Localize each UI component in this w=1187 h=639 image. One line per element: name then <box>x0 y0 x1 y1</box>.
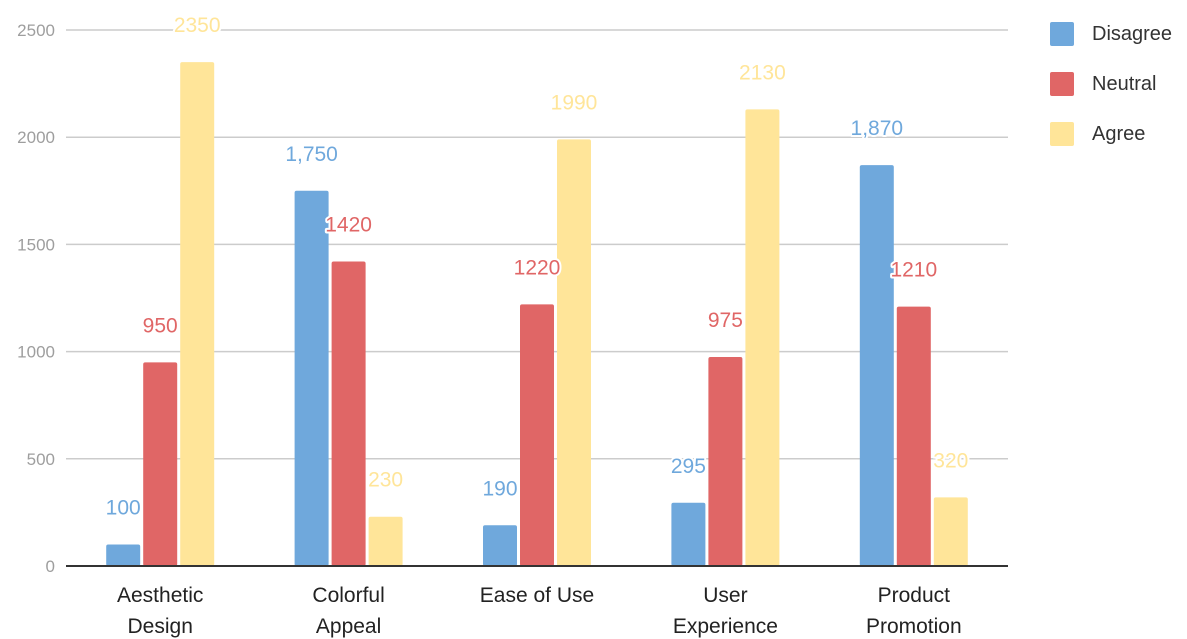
data-label-neutral-3: 975 <box>708 309 743 332</box>
data-label-neutral-1: 1420 <box>325 214 372 237</box>
data-label-agree-2: 1990 <box>551 91 598 114</box>
bar-agree-0 <box>180 62 215 566</box>
data-label-neutral-0: 950 <box>143 314 178 337</box>
bar-neutral-2 <box>520 304 554 566</box>
data-label-agree-4: 320 <box>933 449 968 472</box>
x-category-label: User <box>703 584 747 607</box>
bar-disagree-4 <box>859 165 894 566</box>
bar-neutral-1 <box>331 261 366 566</box>
x-category-label: Product <box>878 584 951 607</box>
data-label-disagree-0: 100 <box>106 497 141 520</box>
bar-agree-1 <box>368 516 403 566</box>
data-label-disagree-4: 1,870 <box>851 117 904 140</box>
data-label-disagree-1: 1,750 <box>285 143 338 166</box>
y-tick-label: 2500 <box>17 21 55 40</box>
y-tick-label: 0 <box>46 557 55 576</box>
data-label-agree-0: 2350 <box>174 14 221 37</box>
bar-disagree-1 <box>294 190 329 567</box>
y-tick-label: 500 <box>27 450 55 469</box>
y-tick-label: 1000 <box>17 343 55 362</box>
data-label-neutral-4: 1210 <box>890 259 937 282</box>
legend-label-disagree: Disagree <box>1092 23 1172 45</box>
data-label-agree-1: 230 <box>368 469 403 492</box>
legend-swatch-neutral <box>1050 72 1074 96</box>
data-label-disagree-2: 190 <box>482 477 517 500</box>
legend-label-agree: Agree <box>1092 123 1145 145</box>
data-label-agree-3: 2130 <box>739 61 786 84</box>
data-label-neutral-2: 1220 <box>514 256 561 279</box>
y-axis-tick-labels: 0 500 1000 1500 2000 2500 <box>17 21 55 576</box>
legend-label-neutral: Neutral <box>1092 73 1156 95</box>
bar-agree-4 <box>933 497 968 566</box>
bar-neutral-0 <box>143 362 178 566</box>
grid-lines <box>66 29 1008 460</box>
legend: Disagree Neutral Agree <box>1050 22 1172 146</box>
bar-neutral-3 <box>708 356 743 566</box>
y-tick-label: 1500 <box>17 235 55 254</box>
x-category-label: Colorful <box>312 584 384 607</box>
x-category-label: Promotion <box>866 615 962 638</box>
bar-disagree-0 <box>106 544 141 566</box>
legend-swatch-agree <box>1050 122 1074 146</box>
x-category-label: Ease of Use <box>480 584 594 607</box>
bar-disagree-2 <box>483 525 517 566</box>
x-category-label: Aesthetic <box>117 584 203 607</box>
bar-agree-2 <box>557 139 591 566</box>
data-label-disagree-3: 295 <box>671 455 706 478</box>
bar-disagree-3 <box>671 502 706 566</box>
x-category-label: Appeal <box>316 615 381 638</box>
bars <box>106 62 968 567</box>
data-labels: 100 950 2350 1,750 1420 230 190 1220 1990 295 975 2… <box>104 12 971 521</box>
bar-agree-3 <box>745 109 780 566</box>
x-category-label: Design <box>128 615 193 638</box>
x-axis: Aesthetic Design Colorful Appeal Ease of Use… <box>66 565 1008 638</box>
y-tick-label: 2000 <box>17 128 55 147</box>
legend-swatch-disagree <box>1050 22 1074 46</box>
bar-neutral-4 <box>896 306 931 566</box>
x-category-label: Experience <box>673 615 778 638</box>
